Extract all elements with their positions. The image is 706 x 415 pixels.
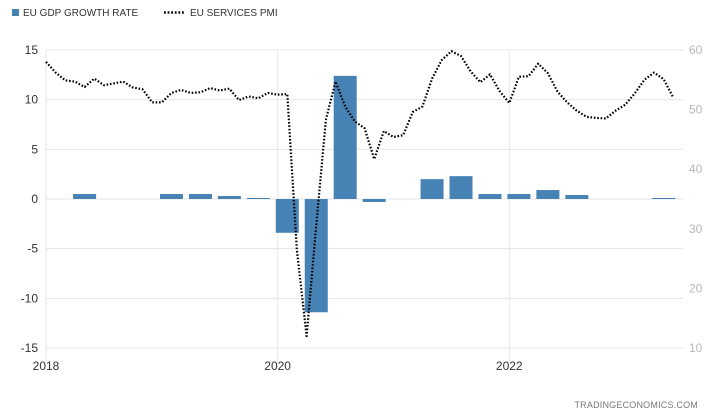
x-tick-label: 2022 [496,359,523,373]
gdp-bar [304,199,328,313]
y-left-tick-label: 5 [31,142,38,156]
gdp-bar [536,190,560,199]
x-tick-label: 2020 [264,359,291,373]
gdp-bar [217,196,241,199]
pmi-line [45,50,675,338]
y-left-tick-label: -5 [27,242,38,256]
y-right-tick-label: 20 [689,281,703,295]
gdp-bar [507,194,531,199]
gdp-bar [73,194,97,199]
gridlines [45,49,683,362]
gdp-bars [73,75,676,313]
y-right-tick-label: 10 [689,341,703,355]
watermark: TRADINGECONOMICS.COM [574,400,698,410]
pmi-series-line [45,50,675,338]
legend-pmi-label: EU SERVICES PMI [190,8,278,19]
y-left-tick-label: -10 [21,291,39,305]
legend-gdp-swatch [12,9,19,16]
y-left-tick-label: 10 [25,93,39,107]
gdp-bar [652,198,676,200]
x-tick-label: 2018 [33,359,60,373]
gdp-bar [478,194,502,199]
axes: -15 -10 -5 0 5 10 15 10 20 30 40 50 60 2018 2020 2022 [21,43,703,373]
y-left-tick-label: 0 [31,192,38,206]
gdp-bar [246,198,270,200]
y-right-tick-label: 60 [689,43,703,57]
legend-gdp-label: EU GDP GROWTH RATE [23,8,139,19]
y-right-tick-label: 30 [689,222,703,236]
gdp-bar [188,194,212,199]
gdp-bar [275,199,299,233]
y-left-tick-label: -15 [21,341,39,355]
gdp-bar [333,75,357,199]
gdp-bar [449,176,473,199]
gdp-bar [565,195,589,199]
gdp-bar [420,179,444,199]
legend: EU GDP GROWTH RATE EU SERVICES PMI [12,8,278,19]
gdp-bar [362,199,386,202]
y-right-tick-label: 40 [689,162,703,176]
y-right-tick-label: 50 [689,103,703,117]
gdp-bar [159,194,183,199]
y-left-tick-label: 15 [25,43,39,57]
